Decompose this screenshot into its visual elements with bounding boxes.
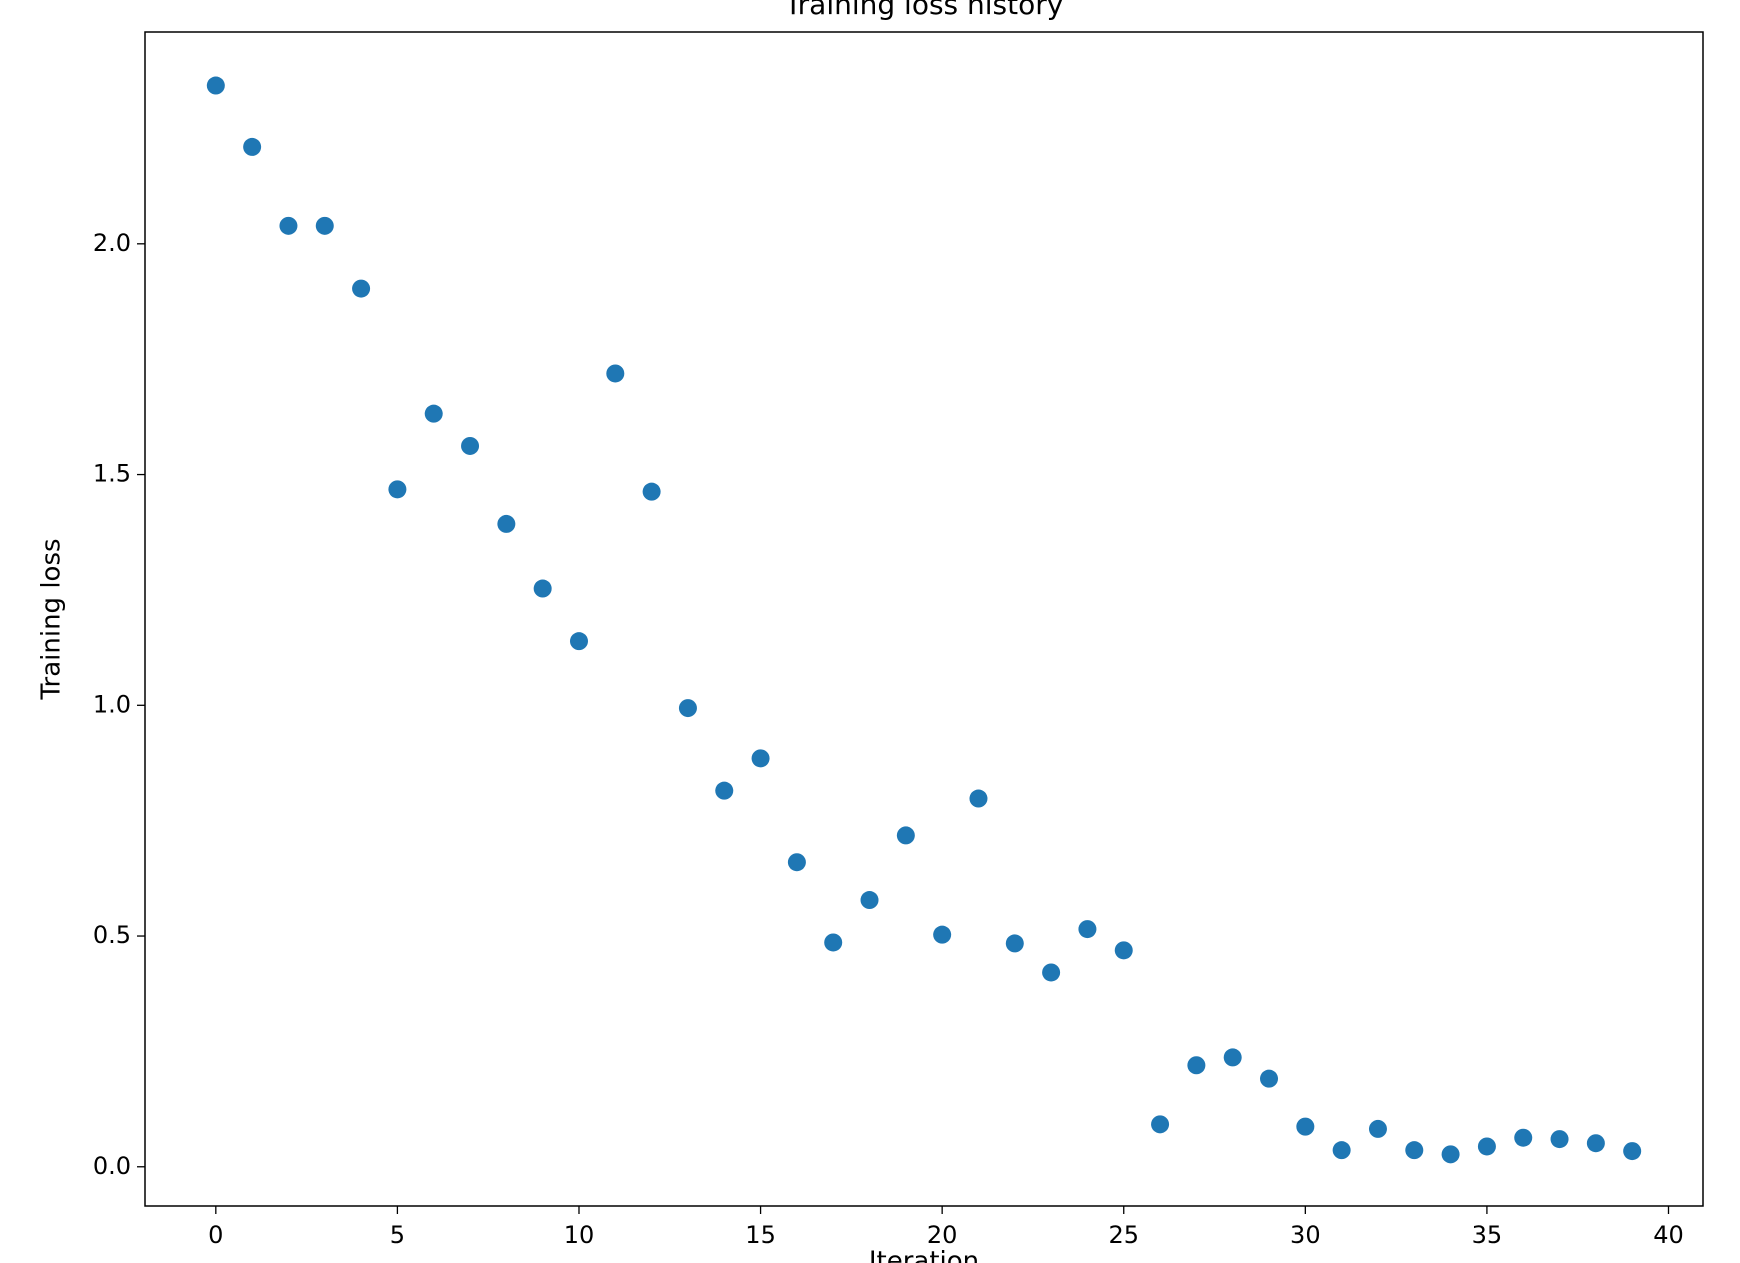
point xyxy=(533,579,552,598)
point xyxy=(824,933,843,952)
y-tick-label: 1.0 xyxy=(93,690,131,718)
point xyxy=(1586,1134,1605,1153)
point xyxy=(969,789,988,808)
chart-title: Training loss history xyxy=(784,0,1064,21)
point xyxy=(1405,1141,1424,1160)
point xyxy=(642,482,661,501)
point xyxy=(1368,1119,1387,1138)
point xyxy=(1187,1056,1206,1075)
point xyxy=(1477,1137,1496,1156)
plot-frame xyxy=(144,31,1704,1207)
point xyxy=(787,853,806,872)
y-tick-label: 0.5 xyxy=(93,921,131,949)
x-tick-label: 40 xyxy=(1653,1221,1684,1249)
y-tick-label: 2.0 xyxy=(93,229,131,257)
point xyxy=(1260,1069,1279,1088)
point xyxy=(279,216,298,235)
x-tick-label: 25 xyxy=(1108,1221,1139,1249)
point xyxy=(1550,1130,1569,1149)
x-tick-label: 10 xyxy=(564,1221,595,1249)
point xyxy=(860,891,879,910)
point xyxy=(1005,934,1024,953)
point xyxy=(751,749,770,768)
point xyxy=(678,699,697,718)
point xyxy=(933,925,952,944)
point xyxy=(1332,1141,1351,1160)
point xyxy=(1223,1048,1242,1067)
point xyxy=(896,826,915,845)
point xyxy=(569,632,588,651)
x-tick-label: 35 xyxy=(1472,1221,1503,1249)
point xyxy=(606,364,625,383)
point xyxy=(1151,1115,1170,1134)
point xyxy=(315,216,334,235)
x-tick-label: 30 xyxy=(1290,1221,1321,1249)
point xyxy=(1623,1142,1642,1161)
x-tick-label: 15 xyxy=(745,1221,776,1249)
point xyxy=(1114,941,1133,960)
y-axis-label: Training loss xyxy=(37,538,67,700)
point xyxy=(206,76,225,95)
point xyxy=(497,514,516,533)
point xyxy=(715,781,734,800)
point xyxy=(352,279,371,298)
point xyxy=(243,137,262,156)
point xyxy=(388,480,407,499)
point xyxy=(1514,1128,1533,1147)
x-tick-label: 0 xyxy=(208,1221,223,1249)
point xyxy=(424,404,443,423)
point xyxy=(1441,1145,1460,1164)
point xyxy=(1042,963,1061,982)
y-tick-label: 0.0 xyxy=(93,1152,131,1180)
point xyxy=(1078,920,1097,939)
point xyxy=(461,436,480,455)
x-tick-label: 5 xyxy=(390,1221,405,1249)
x-tick-label: 20 xyxy=(927,1221,958,1249)
y-tick-label: 1.5 xyxy=(93,460,131,488)
point xyxy=(1296,1117,1315,1136)
x-axis-label: Iteration xyxy=(869,1247,979,1263)
